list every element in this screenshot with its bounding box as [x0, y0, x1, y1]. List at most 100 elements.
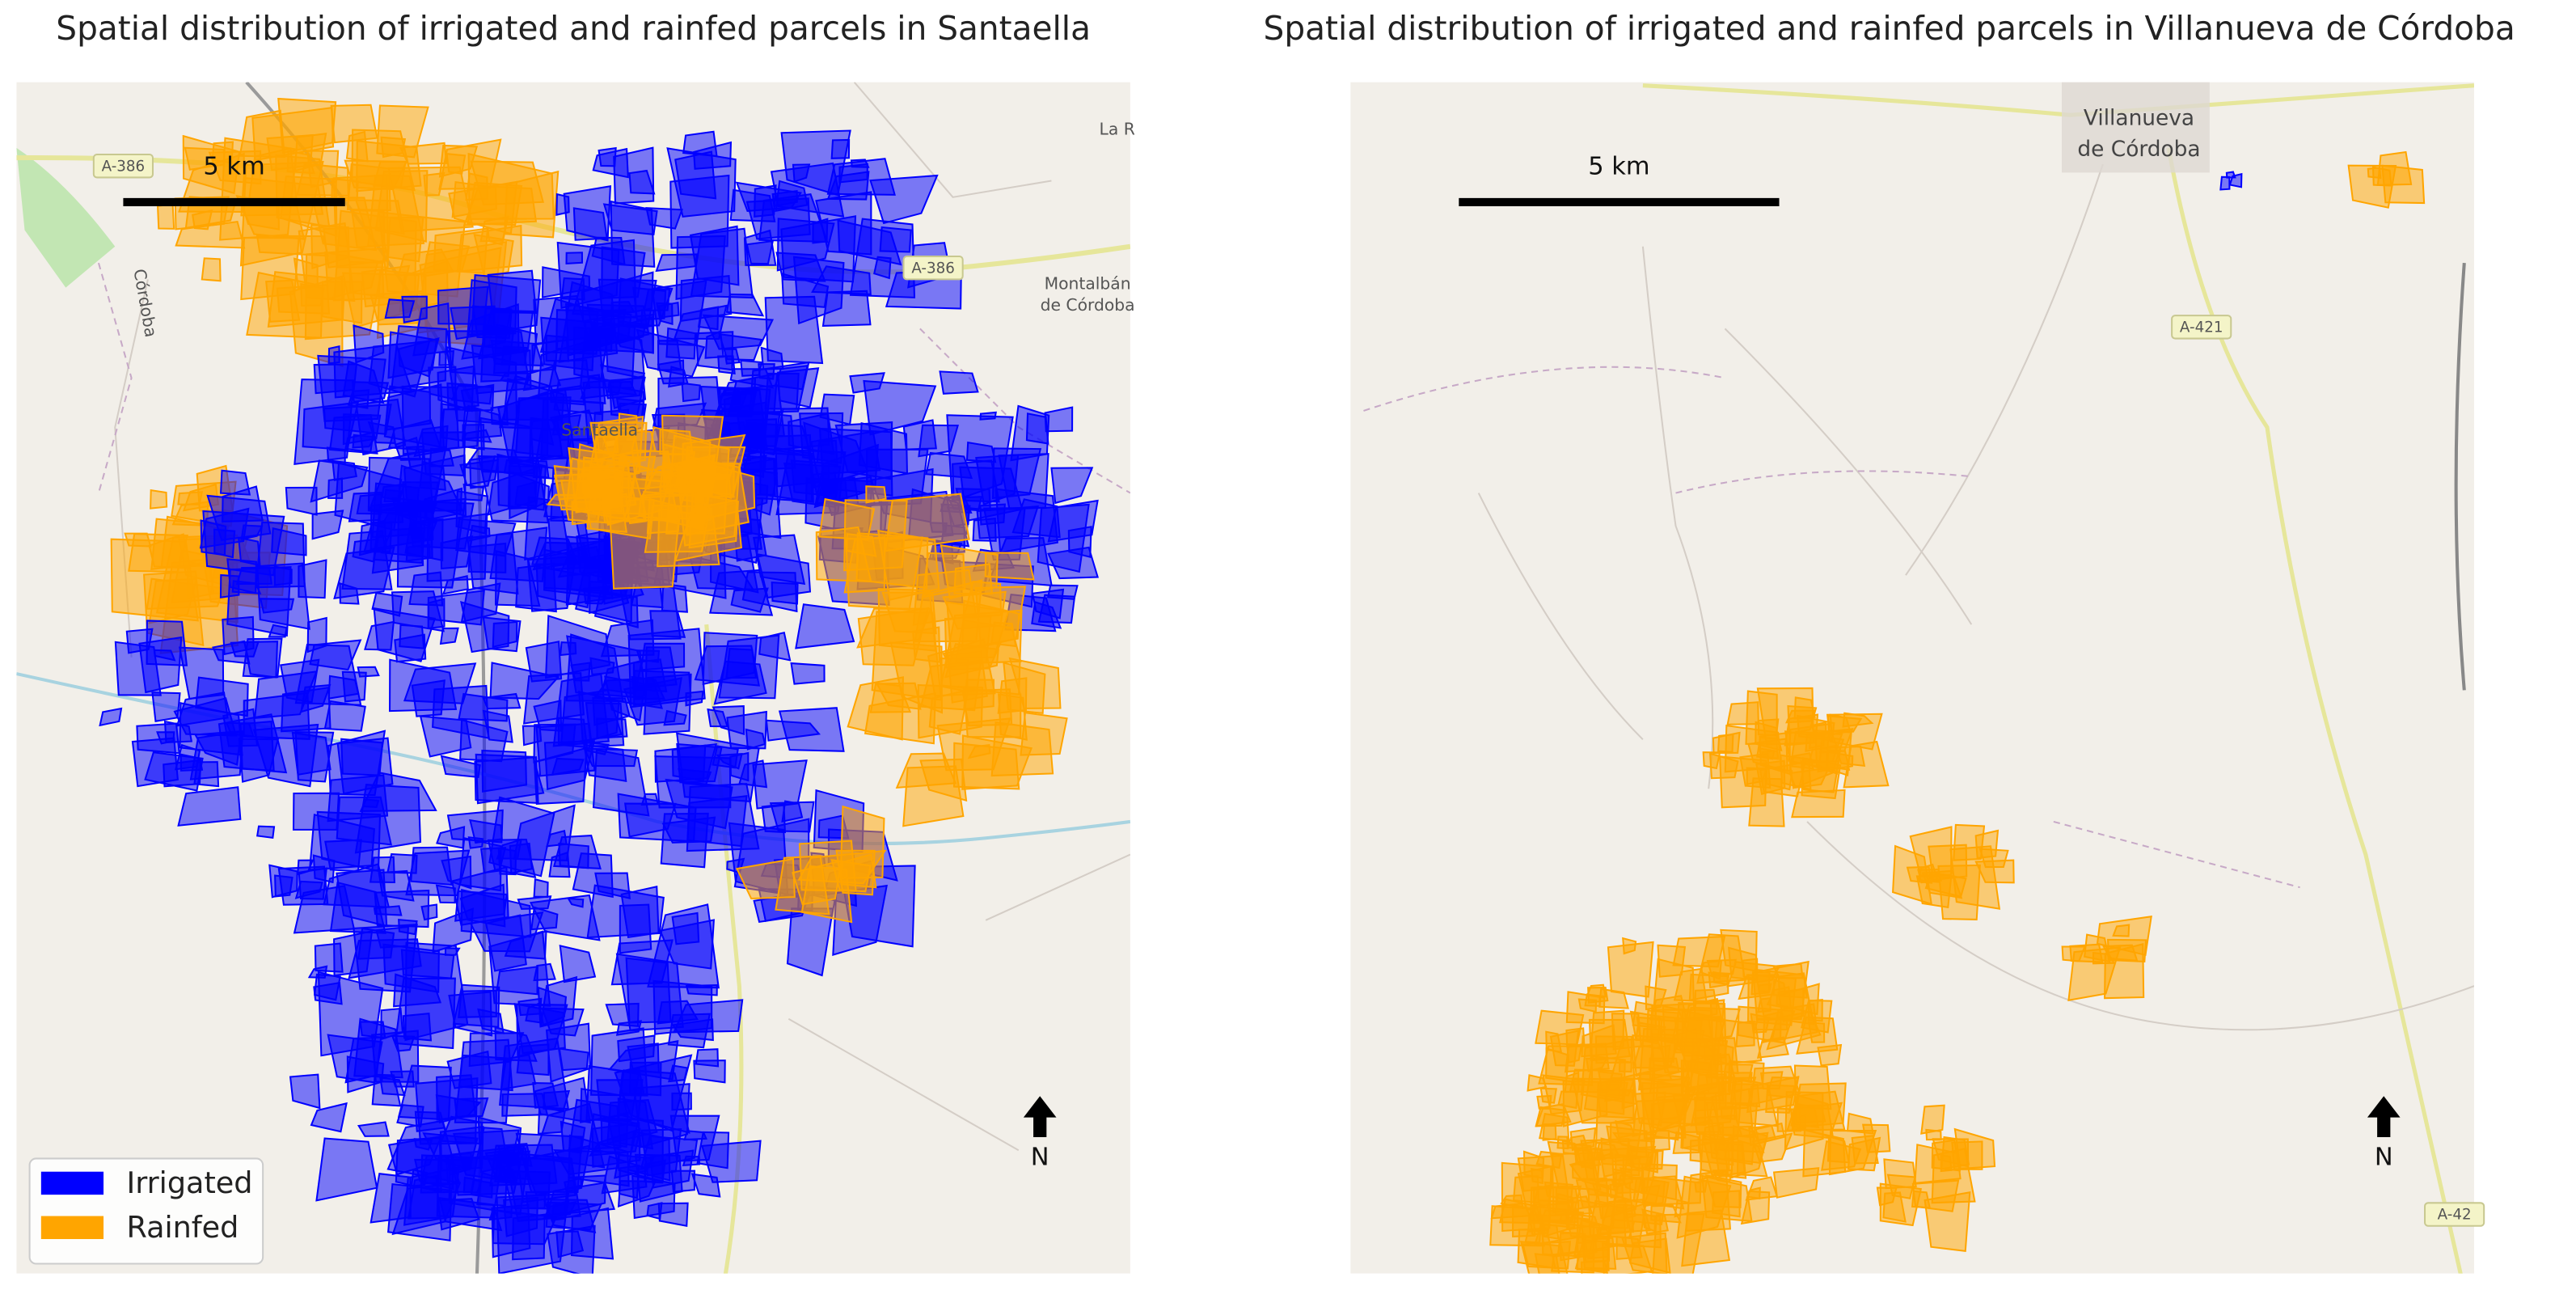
- parcel: [336, 737, 394, 795]
- scale-label: 5 km: [1588, 152, 1649, 180]
- parcel: [655, 253, 699, 273]
- parcel: [423, 171, 446, 197]
- parcel: [332, 459, 357, 481]
- parcel: [412, 302, 452, 357]
- parcel: [505, 1145, 525, 1155]
- parcel: [919, 758, 968, 802]
- parcel: [533, 962, 556, 982]
- parcel: [659, 428, 694, 455]
- parcel: [235, 566, 273, 586]
- parcel: [725, 293, 765, 317]
- parcel: [1931, 1148, 1976, 1204]
- parcel: [522, 672, 585, 725]
- road-shield: [902, 255, 964, 281]
- parcel: [1757, 747, 1779, 759]
- parcel: [774, 365, 809, 391]
- parcel: [726, 710, 767, 750]
- map-label: Villanueva: [2084, 105, 2194, 130]
- parcel: [1067, 526, 1092, 559]
- parcel: [690, 1173, 721, 1198]
- parcel: [213, 528, 236, 559]
- parcel: [440, 1115, 484, 1145]
- parcel: [99, 707, 123, 727]
- parcel: [657, 301, 680, 319]
- parcel: [277, 865, 329, 906]
- parcel: [311, 510, 344, 540]
- parcel: [572, 207, 608, 241]
- parcel: [1672, 1131, 1700, 1154]
- parcel: [289, 1073, 321, 1110]
- parcel: [351, 129, 416, 192]
- parcel: [1598, 988, 1629, 1009]
- parcel: [357, 666, 380, 678]
- panel-title: Spatial distribution of irrigated and ra…: [56, 9, 1091, 48]
- parcel: [370, 499, 434, 551]
- parcel: [410, 846, 453, 886]
- north-label: N: [2375, 1144, 2393, 1172]
- parcel: [458, 692, 509, 722]
- parcel: [373, 607, 437, 662]
- parcel: [1677, 1041, 1717, 1057]
- parcel: [156, 731, 175, 745]
- parcel: [625, 957, 672, 1024]
- parcel: [550, 384, 585, 406]
- parcel: [781, 800, 804, 823]
- map-label: A-421: [2180, 319, 2223, 336]
- parcel: [586, 884, 665, 939]
- parcel: [631, 675, 665, 700]
- parcel: [256, 825, 276, 840]
- parcel: [812, 218, 829, 244]
- parcel: [723, 377, 757, 396]
- parcel: [608, 1039, 679, 1081]
- parcel: [790, 662, 826, 685]
- parcel: [444, 947, 461, 956]
- parcel: [428, 366, 457, 401]
- parcel: [371, 1073, 402, 1107]
- parcel: [529, 894, 601, 941]
- parcel: [1708, 752, 1739, 780]
- parcel: [570, 662, 591, 682]
- parcel: [420, 903, 438, 921]
- parcel: [580, 375, 623, 400]
- north-arrow: [2367, 1096, 2401, 1138]
- parcel: [131, 737, 179, 788]
- parcel: [555, 192, 570, 216]
- parcel: [914, 579, 983, 643]
- parcel: [775, 855, 830, 916]
- parcel: [353, 324, 385, 364]
- parcel: [592, 147, 629, 179]
- parcel: [865, 485, 887, 504]
- parcel: [788, 412, 835, 455]
- parcel: [2112, 924, 2130, 937]
- parcel: [1574, 1239, 1610, 1274]
- parcel: [546, 830, 568, 848]
- parcel: [792, 163, 811, 183]
- map-label: A-386: [911, 260, 955, 277]
- parcel: [240, 524, 264, 541]
- parcel: [201, 257, 222, 282]
- parcel: [307, 965, 328, 979]
- parcel: [875, 682, 922, 710]
- parcel: [1786, 1090, 1846, 1131]
- parcel: [309, 639, 362, 671]
- parcel: [1652, 1213, 1705, 1274]
- scale-label: 5 km: [203, 152, 264, 180]
- parcel: [150, 489, 168, 510]
- parcel: [357, 1121, 390, 1137]
- parcel: [281, 686, 332, 733]
- parcel: [441, 575, 469, 595]
- parcel: [683, 1130, 707, 1141]
- parcel: [347, 389, 370, 409]
- parcel: [276, 284, 331, 315]
- parcel: [725, 647, 758, 679]
- parcel: [533, 878, 549, 898]
- parcel: [175, 743, 201, 771]
- parcel: [756, 552, 812, 599]
- parcel: [1746, 767, 1767, 785]
- parcel: [462, 1176, 483, 1194]
- parcel: [2376, 150, 2413, 186]
- parcel: [324, 839, 362, 873]
- map-label: A-42: [2438, 1207, 2472, 1224]
- parcel: [1543, 1181, 1573, 1202]
- parcel: [709, 569, 774, 616]
